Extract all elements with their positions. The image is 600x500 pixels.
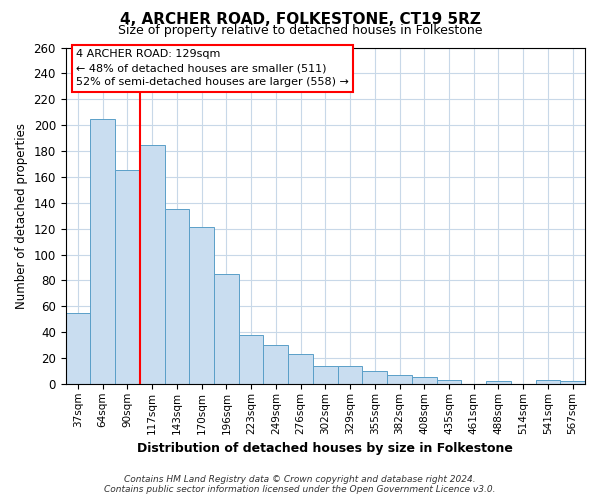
Text: 4 ARCHER ROAD: 129sqm
← 48% of detached houses are smaller (511)
52% of semi-det: 4 ARCHER ROAD: 129sqm ← 48% of detached …	[76, 49, 349, 87]
Bar	[164, 209, 190, 384]
Bar	[91, 118, 115, 384]
Bar	[387, 375, 412, 384]
X-axis label: Distribution of detached houses by size in Folkestone: Distribution of detached houses by size …	[137, 442, 513, 455]
Text: Size of property relative to detached houses in Folkestone: Size of property relative to detached ho…	[118, 24, 482, 37]
Bar	[190, 228, 214, 384]
Bar	[65, 312, 91, 384]
Bar	[214, 274, 239, 384]
Bar	[239, 334, 263, 384]
Bar	[140, 144, 164, 384]
Bar	[536, 380, 560, 384]
Bar	[288, 354, 313, 384]
Bar	[437, 380, 461, 384]
Bar	[560, 382, 585, 384]
Text: Contains HM Land Registry data © Crown copyright and database right 2024.
Contai: Contains HM Land Registry data © Crown c…	[104, 474, 496, 494]
Bar	[313, 366, 338, 384]
Bar	[486, 382, 511, 384]
Text: 4, ARCHER ROAD, FOLKESTONE, CT19 5RZ: 4, ARCHER ROAD, FOLKESTONE, CT19 5RZ	[119, 12, 481, 28]
Bar	[362, 371, 387, 384]
Bar	[412, 378, 437, 384]
Bar	[115, 170, 140, 384]
Y-axis label: Number of detached properties: Number of detached properties	[15, 122, 28, 308]
Bar	[263, 345, 288, 384]
Bar	[338, 366, 362, 384]
